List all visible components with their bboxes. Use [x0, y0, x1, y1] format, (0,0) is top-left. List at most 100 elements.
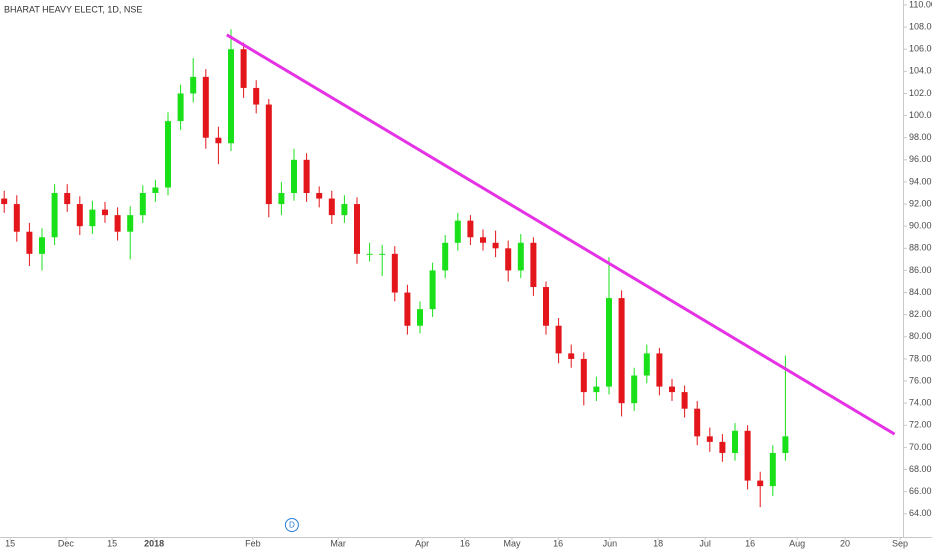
- candle-body: [719, 441, 726, 453]
- candle-body: [404, 292, 411, 326]
- candle-body: [39, 237, 45, 254]
- candle-body: [1, 198, 8, 205]
- x-tick-label: Jun: [603, 538, 618, 548]
- chart-title: BHARAT HEAVY ELECT, 1D, NSE: [4, 4, 142, 14]
- x-tick-label: Mar: [330, 538, 346, 548]
- y-tick-label: 84.00: [909, 287, 932, 297]
- candle-body: [89, 209, 96, 227]
- x-tick-label: Jul: [699, 538, 711, 548]
- candle-body: [177, 93, 184, 122]
- y-tick-label: 90.00: [909, 221, 932, 231]
- candle-body: [656, 353, 663, 387]
- candle-body: [643, 353, 650, 376]
- candle-body: [152, 187, 159, 194]
- trendline: [226, 33, 896, 436]
- candle-body: [429, 270, 436, 310]
- y-tick-label: 78.00: [909, 353, 932, 363]
- candle-body: [341, 204, 348, 216]
- candle-body: [555, 325, 562, 354]
- y-tick-label: 80.00: [909, 331, 932, 341]
- x-tick-label: 15: [5, 538, 15, 548]
- y-tick-label: 94.00: [909, 176, 932, 186]
- candle-body: [127, 215, 134, 232]
- candle-body: [26, 231, 33, 254]
- candle-body: [631, 375, 638, 404]
- y-tick-label: 70.00: [909, 442, 932, 452]
- x-tick-label: 16: [745, 538, 755, 548]
- candle-body: [51, 193, 58, 238]
- x-tick-label: 15: [107, 538, 117, 548]
- x-tick-label: 16: [460, 538, 470, 548]
- x-tick-label: Aug: [789, 538, 805, 548]
- y-tick-label: 110.00: [909, 0, 932, 9]
- y-tick-label: 106.00: [909, 44, 932, 54]
- y-tick-label: 72.00: [909, 420, 932, 430]
- candle-body: [278, 193, 285, 205]
- candle-body: [669, 386, 675, 393]
- candle-body: [618, 298, 625, 404]
- candle-body: [64, 193, 71, 205]
- candle-body: [706, 436, 713, 442]
- y-tick-label: 86.00: [909, 265, 932, 275]
- event-marker: [284, 518, 299, 532]
- candle-body: [253, 87, 260, 105]
- y-tick-label: 66.00: [909, 486, 932, 496]
- y-tick-label: 98.00: [909, 132, 932, 142]
- candle-body: [76, 204, 83, 227]
- candle-body: [379, 253, 386, 255]
- candle-body: [102, 209, 108, 216]
- candle-body: [757, 480, 764, 487]
- candle-body: [13, 204, 20, 232]
- candle-body: [202, 76, 209, 138]
- x-tick-label: 18: [653, 538, 663, 548]
- candle-body: [417, 309, 423, 326]
- candle-body: [530, 242, 537, 288]
- candle-body: [732, 430, 738, 453]
- candle-body: [442, 242, 449, 271]
- x-tick-label: May: [503, 538, 521, 548]
- candle-body: [606, 298, 612, 387]
- x-tick-label: 2018: [144, 538, 164, 548]
- y-tick-label: 74.00: [909, 398, 932, 408]
- candle-body: [782, 436, 789, 453]
- x-tick-label: Dec: [58, 538, 75, 548]
- candle-body: [139, 193, 146, 216]
- y-tick-label: 82.00: [909, 309, 932, 319]
- candle-body: [354, 204, 360, 254]
- candle-body: [694, 408, 701, 437]
- y-tick-label: 76.00: [909, 375, 932, 385]
- candle-body: [744, 430, 751, 481]
- candle-body: [593, 386, 600, 393]
- candle-body: [681, 392, 688, 409]
- candle-body: [265, 104, 272, 205]
- y-tick-label: 108.00: [909, 21, 932, 31]
- candle-body: [543, 287, 549, 326]
- candle-body: [568, 353, 575, 359]
- x-tick-label: Apr: [415, 538, 429, 548]
- candle-body: [505, 248, 512, 271]
- y-tick-label: 92.00: [909, 198, 932, 208]
- candle-body: [769, 452, 776, 487]
- event-marker-label: D: [289, 521, 295, 530]
- y-tick-label: 64.00: [909, 508, 932, 518]
- y-tick-label: 102.00: [909, 88, 932, 98]
- candle-body: [580, 358, 587, 393]
- candle-body: [467, 220, 474, 238]
- candle-body: [391, 253, 398, 293]
- candle-body: [480, 237, 486, 243]
- candle-body: [240, 49, 247, 88]
- y-tick-label: 96.00: [909, 154, 932, 164]
- x-tick-label: Sep: [892, 538, 908, 548]
- x-tick-label: 20: [840, 538, 850, 548]
- candle-body: [114, 215, 121, 232]
- candle-body: [165, 121, 171, 188]
- candle-body: [228, 49, 234, 144]
- candle-body: [303, 159, 310, 194]
- x-tick-label: Feb: [245, 538, 261, 548]
- candle-body: [190, 76, 197, 94]
- x-tick-label: 16: [553, 538, 563, 548]
- candle-body: [291, 159, 297, 194]
- candle-body: [454, 220, 461, 243]
- candle-body: [215, 137, 222, 144]
